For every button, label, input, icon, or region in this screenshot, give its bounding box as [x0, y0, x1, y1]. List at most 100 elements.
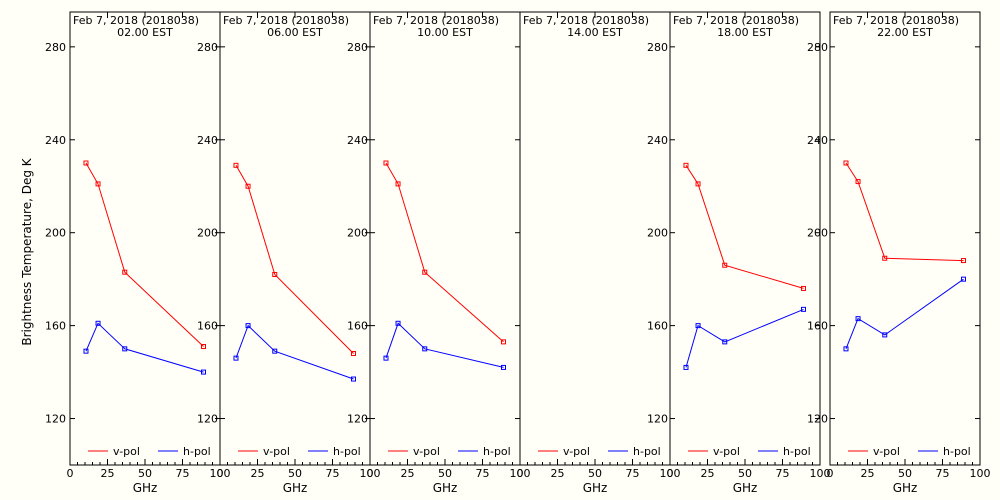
x-tick-label: 0 — [217, 467, 224, 480]
x-tick-label: 50 — [438, 467, 452, 480]
x-tick-label: 50 — [898, 467, 912, 480]
plot-frame — [829, 11, 981, 466]
data-point-h-pol — [843, 346, 849, 352]
y-tick-label: 240 — [807, 134, 828, 147]
panel-title: Feb 7, 2018 (2018038) — [523, 14, 649, 27]
data-point-h-pol — [801, 306, 806, 312]
data-point-v-pol — [501, 339, 506, 345]
series-line-v-pol — [845, 162, 964, 262]
series-line-h-pol — [85, 322, 204, 373]
panel-time: 18.00 EST — [717, 26, 773, 39]
x-tick-label: 50 — [288, 467, 302, 480]
y-tick-label: 120 — [647, 413, 668, 426]
x-tick-label: 50 — [738, 467, 752, 480]
x-tick-label: 0 — [517, 467, 524, 480]
y-tick-label: 280 — [347, 41, 368, 54]
x-axis-label: GHz — [133, 481, 158, 495]
chart-panel-5: Feb 7, 2018 (2018038)22.00 EST 0 25 50 75 100… — [807, 11, 991, 495]
panel-time: 10.00 EST — [417, 26, 473, 39]
panel-time: 14.00 EST — [567, 26, 623, 39]
x-tick-label: 50 — [588, 467, 602, 480]
series-line-v-pol — [235, 165, 354, 354]
data-point-h-pol — [855, 316, 861, 322]
x-tick-label: 75 — [176, 467, 190, 480]
plot-frame — [369, 11, 521, 466]
panel-time: 02.00 EST — [117, 26, 173, 39]
series-line-h-pol — [235, 324, 354, 380]
x-tick-label: 100 — [360, 467, 381, 480]
x-tick-label: 75 — [476, 467, 490, 480]
x-tick-label: 75 — [326, 467, 340, 480]
series-line-h-pol — [685, 308, 804, 368]
panel-title: Feb 7, 2018 (2018038) — [673, 14, 799, 27]
x-tick-label: 0 — [667, 467, 674, 480]
x-tick-label: 100 — [810, 467, 831, 480]
data-point-h-pol — [83, 348, 89, 354]
y-tick-label: 160 — [807, 320, 828, 333]
data-point-h-pol — [95, 320, 101, 326]
chart-panel-2: Feb 7, 2018 (2018038)10.00 EST 0 25 50 75 100… — [347, 11, 531, 495]
legend-label-h-pol: h-pol — [783, 445, 811, 458]
data-point-v-pol — [843, 160, 849, 166]
y-tick-label: 160 — [197, 320, 218, 333]
y-tick-label: 200 — [197, 227, 218, 240]
series-line-v-pol — [85, 162, 204, 347]
y-tick-label: 120 — [45, 413, 66, 426]
data-point-h-pol — [882, 332, 888, 338]
x-tick-label: 100 — [510, 467, 531, 480]
data-point-v-pol — [695, 181, 701, 187]
data-point-h-pol — [233, 355, 239, 361]
x-axis-label: GHz — [733, 481, 758, 495]
legend-label-h-pol: h-pol — [183, 445, 211, 458]
data-point-h-pol — [201, 369, 206, 375]
data-point-v-pol — [882, 255, 888, 261]
chart-panel-4: Feb 7, 2018 (2018038)18.00 EST 0 25 50 75 100… — [647, 11, 831, 495]
x-tick-label: 25 — [401, 467, 415, 480]
y-tick-label: 280 — [45, 41, 66, 54]
data-point-v-pol — [233, 162, 239, 168]
data-point-h-pol — [351, 376, 356, 382]
y-tick-label: 240 — [347, 134, 368, 147]
x-tick-label: 100 — [660, 467, 681, 480]
panel-time: 06.00 EST — [267, 26, 323, 39]
data-point-v-pol — [201, 344, 206, 350]
legend-label-v-pol: v-pol — [713, 445, 740, 458]
chart-panel-3: Feb 7, 2018 (2018038)14.00 EST 0 25 50 75 100… — [517, 11, 681, 495]
data-point-h-pol — [722, 339, 728, 345]
x-tick-label: 100 — [210, 467, 231, 480]
data-point-v-pol — [383, 160, 389, 166]
data-point-h-pol — [961, 276, 966, 282]
data-point-h-pol — [383, 355, 389, 361]
legend-label-v-pol: v-pol — [563, 445, 590, 458]
data-point-h-pol — [501, 364, 506, 370]
chart-panel-0: Feb 7, 2018 (2018038)02.00 EST 0 25 50 75 100… — [45, 11, 231, 495]
y-tick-label: 240 — [197, 134, 218, 147]
data-point-v-pol — [122, 269, 128, 275]
x-axis-label: GHz — [583, 481, 608, 495]
panel-title: Feb 7, 2018 (2018038) — [223, 14, 349, 27]
data-point-v-pol — [245, 183, 251, 189]
data-point-v-pol — [272, 272, 278, 278]
x-tick-label: 25 — [101, 467, 115, 480]
data-point-v-pol — [422, 269, 428, 275]
legend-label-v-pol: v-pol — [413, 445, 440, 458]
data-point-h-pol — [122, 346, 128, 352]
y-tick-label: 200 — [647, 227, 668, 240]
x-tick-label: 75 — [776, 467, 790, 480]
legend-label-h-pol: h-pol — [333, 445, 361, 458]
x-tick-label: 75 — [936, 467, 950, 480]
y-tick-label: 280 — [647, 41, 668, 54]
y-axis-label: Brightness Temperature, Deg K — [20, 157, 34, 345]
x-tick-label: 25 — [701, 467, 715, 480]
x-tick-label: 25 — [551, 467, 565, 480]
x-axis-label: GHz — [893, 481, 918, 495]
y-tick-label: 200 — [45, 227, 66, 240]
data-point-v-pol — [961, 258, 966, 264]
x-tick-label: 0 — [827, 467, 834, 480]
data-point-v-pol — [83, 160, 89, 166]
data-point-v-pol — [683, 162, 689, 168]
panel-title: Feb 7, 2018 (2018038) — [373, 14, 499, 27]
y-tick-label: 240 — [45, 134, 66, 147]
y-tick-label: 200 — [807, 227, 828, 240]
